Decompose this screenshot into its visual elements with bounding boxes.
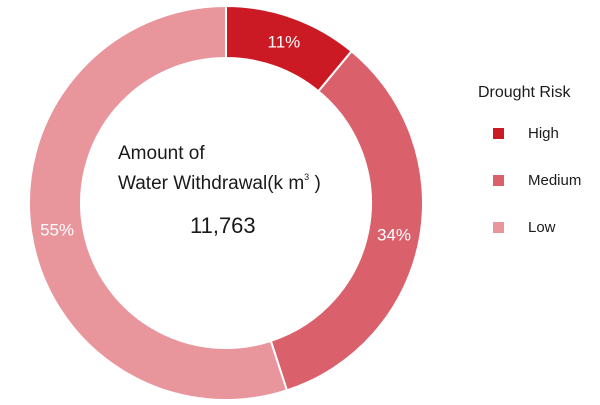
legend-label-low: Low [528, 218, 556, 236]
center-unit-text: (k m [267, 173, 305, 194]
slice-label-medium: 34% [377, 226, 411, 245]
legend-label-high: High [528, 124, 559, 142]
center-unit-superscript: 3 [304, 172, 310, 182]
legend-title: Drought Risk [478, 84, 571, 101]
slice-label-high: 11% [268, 33, 301, 52]
legend-item-low: Low [493, 218, 581, 236]
legend-swatch-high [493, 127, 504, 139]
center-value: 11,763 [190, 213, 256, 238]
center-unit-close: ) [314, 173, 321, 194]
legend-label-medium: Medium [528, 171, 582, 189]
legend-swatch-low [493, 221, 504, 233]
legend-swatch-medium [493, 174, 504, 186]
slice-low [28, 4, 289, 401]
slice-medium [269, 49, 424, 392]
legend-item-medium: Medium [493, 171, 581, 189]
center-title-line2: Water Withdrawal(k m3 ) [118, 172, 321, 195]
center-title-line1: Amount of [118, 143, 205, 164]
center-unit: (k m3 ) [267, 172, 321, 194]
slice-label-low: 55% [40, 220, 74, 239]
center-title-text: Water Withdrawal [118, 173, 268, 194]
legend: Drought Risk High Medium Low [478, 84, 581, 265]
legend-item-high: High [493, 124, 581, 142]
